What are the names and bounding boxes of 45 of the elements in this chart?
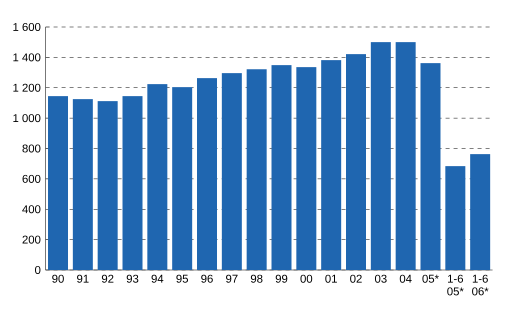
x-tick-label: 1-6 06*: [472, 274, 488, 296]
bar: [445, 166, 466, 270]
bar: [147, 84, 168, 270]
bar: [72, 99, 93, 270]
y-tick-label: 800: [22, 144, 40, 152]
bar: [420, 63, 440, 270]
x-tick-label: 97: [226, 274, 238, 283]
bar: [197, 78, 218, 270]
x-tick-label: 91: [77, 274, 89, 283]
x-tick-label: 03: [374, 274, 387, 283]
bar: [98, 101, 118, 270]
x-tick-label: 1-6 05*: [447, 274, 464, 296]
bar: [246, 69, 267, 270]
y-tick-label: 1 000: [13, 114, 40, 122]
bar: [321, 60, 342, 270]
x-tick-label: 04: [400, 274, 412, 283]
y-tick-label: 600: [22, 174, 40, 183]
bar: [346, 54, 366, 270]
bar: [272, 65, 292, 270]
bar: [396, 42, 416, 270]
bar: [296, 67, 316, 270]
x-tick-label: 90: [52, 274, 64, 283]
x-tick-label: 99: [276, 274, 288, 283]
x-tick-label: 02: [350, 274, 362, 283]
x-tick-label: 05*: [422, 274, 439, 283]
x-tick-label: 01: [325, 274, 337, 283]
y-tick-label: 400: [22, 205, 40, 214]
bar: [122, 96, 143, 270]
y-tick-label: 0: [35, 266, 40, 274]
x-tick-label: 00: [300, 274, 312, 283]
bar: [222, 73, 242, 270]
x-tick-label: 94: [152, 274, 164, 283]
bar: [370, 42, 391, 270]
x-tick-label: 96: [201, 274, 213, 283]
y-tick-label: 200: [22, 236, 40, 244]
bar: [48, 96, 68, 270]
y-tick-label: 1 600: [13, 22, 40, 31]
y-tick-label: 1 400: [13, 53, 40, 62]
bar: [470, 154, 490, 270]
x-tick-label: 93: [126, 274, 138, 283]
bar: [172, 87, 192, 270]
y-tick-label: 1 200: [13, 84, 40, 92]
x-tick-label: 95: [176, 274, 188, 283]
x-tick-label: 92: [102, 274, 114, 283]
x-tick-label: 98: [250, 274, 262, 283]
